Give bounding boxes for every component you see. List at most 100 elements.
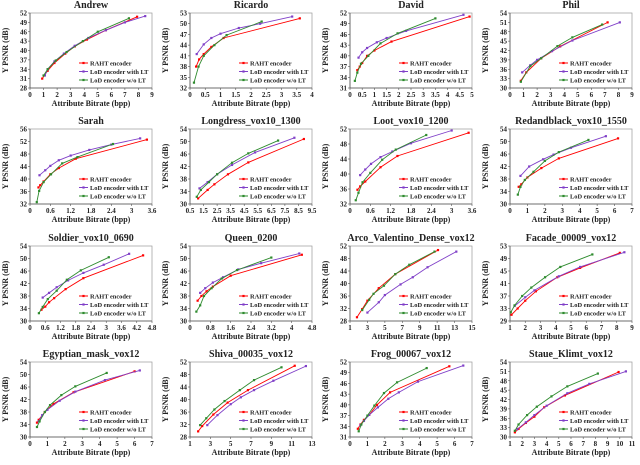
data-point [601,23,604,26]
data-point [82,271,85,274]
x-tick-label: 3 [421,91,425,99]
data-point [197,197,200,200]
x-tick-label: 1.2 [56,324,65,332]
x-tick-label: 0 [28,207,32,215]
data-point [618,21,621,24]
x-tick-label: 2 [249,91,253,99]
legend-label: LoD encoder with LT [410,418,469,425]
chart-title: Ricardo [234,0,268,11]
data-point [552,153,555,156]
data-point [206,181,209,184]
y-tick-label: 42 [20,396,28,404]
x-tick-label: 2.4 [87,324,96,332]
data-point [42,74,45,77]
data-point [46,69,49,72]
x-tick-label: 9 [630,91,634,99]
x-tick-label: 3.5 [292,91,301,99]
x-tick-label: 5 [229,440,233,448]
data-point [41,413,44,416]
y-axis-label: Y PSNR (dB) [321,27,330,73]
data-point [516,193,519,196]
y-tick-label: 49 [500,255,508,263]
y-tick-label: 44 [340,156,348,164]
x-tick-label: 3 [69,91,73,99]
legend-label: LoD encoder w/o LT [90,310,147,317]
data-point [197,65,200,68]
data-point [550,395,553,398]
data-point [37,418,40,421]
data-point [510,313,513,316]
data-point [57,159,60,162]
legend-marker [242,311,245,314]
data-point [246,388,250,391]
data-point [571,39,574,42]
data-point [373,49,376,52]
data-point [219,32,222,35]
data-point [450,129,453,132]
data-point [111,143,115,146]
y-tick-label: 40 [20,176,28,184]
data-point [368,413,371,416]
y-tick-label: 34 [20,66,28,74]
data-point [525,413,529,416]
data-point [229,402,232,406]
x-tick-label: 6 [613,207,617,215]
legend-marker [82,419,85,422]
data-point [220,276,223,280]
chart-title: Longdress_vox10_1300 [201,116,300,127]
data-point [82,276,85,279]
data-point [302,138,305,141]
legend-marker [562,294,565,297]
data-point [530,285,533,289]
data-point [69,154,72,157]
legend-marker [242,61,245,65]
x-tick-label: 8 [137,91,141,99]
data-point [253,151,257,154]
x-tick-label: 1.8 [87,207,96,215]
data-point [606,21,609,24]
series-line-0 [197,138,305,199]
legend-marker [402,178,405,181]
data-point [376,406,379,409]
x-tick-label: 1 [526,207,530,215]
legend-label: RAHT encoder [410,177,452,184]
legend-marker [242,195,245,198]
y-tick-label: 31 [340,433,348,441]
data-point [369,163,373,166]
x-tick-label: 9 [606,440,610,448]
x-tick-label: 3 [280,91,284,99]
data-point [196,299,199,302]
y-axis-label: Y PSNR (dB) [1,376,10,422]
data-point [519,185,522,189]
legend-label: LoD encoder with LT [250,418,309,425]
data-point [569,146,573,150]
legend-label: LoD encoder w/o LT [250,194,307,201]
data-point [356,427,359,430]
data-point [105,371,108,374]
x-tick-label: 3 [105,324,109,332]
y-tick-label: 36 [500,415,508,423]
chart-title: Loot_vox10_1200 [374,116,449,127]
x-tick-label: 4 [446,91,450,99]
x-axis-label: Attribute Bitrate (bpp) [52,215,131,224]
data-point [205,416,208,420]
data-point [65,278,68,281]
x-tick-label: 5 [96,91,100,99]
y-tick-label: 44 [20,163,28,171]
x-tick-label: 2 [520,440,524,448]
y-tick-label: 48 [180,371,188,379]
series-line-2 [520,24,603,83]
data-point [49,173,53,176]
series-line-1 [199,252,300,293]
y-tick-label: 49 [340,20,348,28]
data-point [226,401,229,404]
legend-label: RAHT encoder [250,177,292,184]
y-tick-label: 45 [500,38,508,46]
legend-label: LoD encoder w/o LT [250,77,307,84]
data-point [356,188,359,192]
data-point [382,284,386,287]
x-tick-label: 1 [42,91,46,99]
x-axis-label: Attribute Bitrate (bpp) [212,215,291,224]
x-axis-label: Attribute Bitrate (bpp) [52,448,131,457]
